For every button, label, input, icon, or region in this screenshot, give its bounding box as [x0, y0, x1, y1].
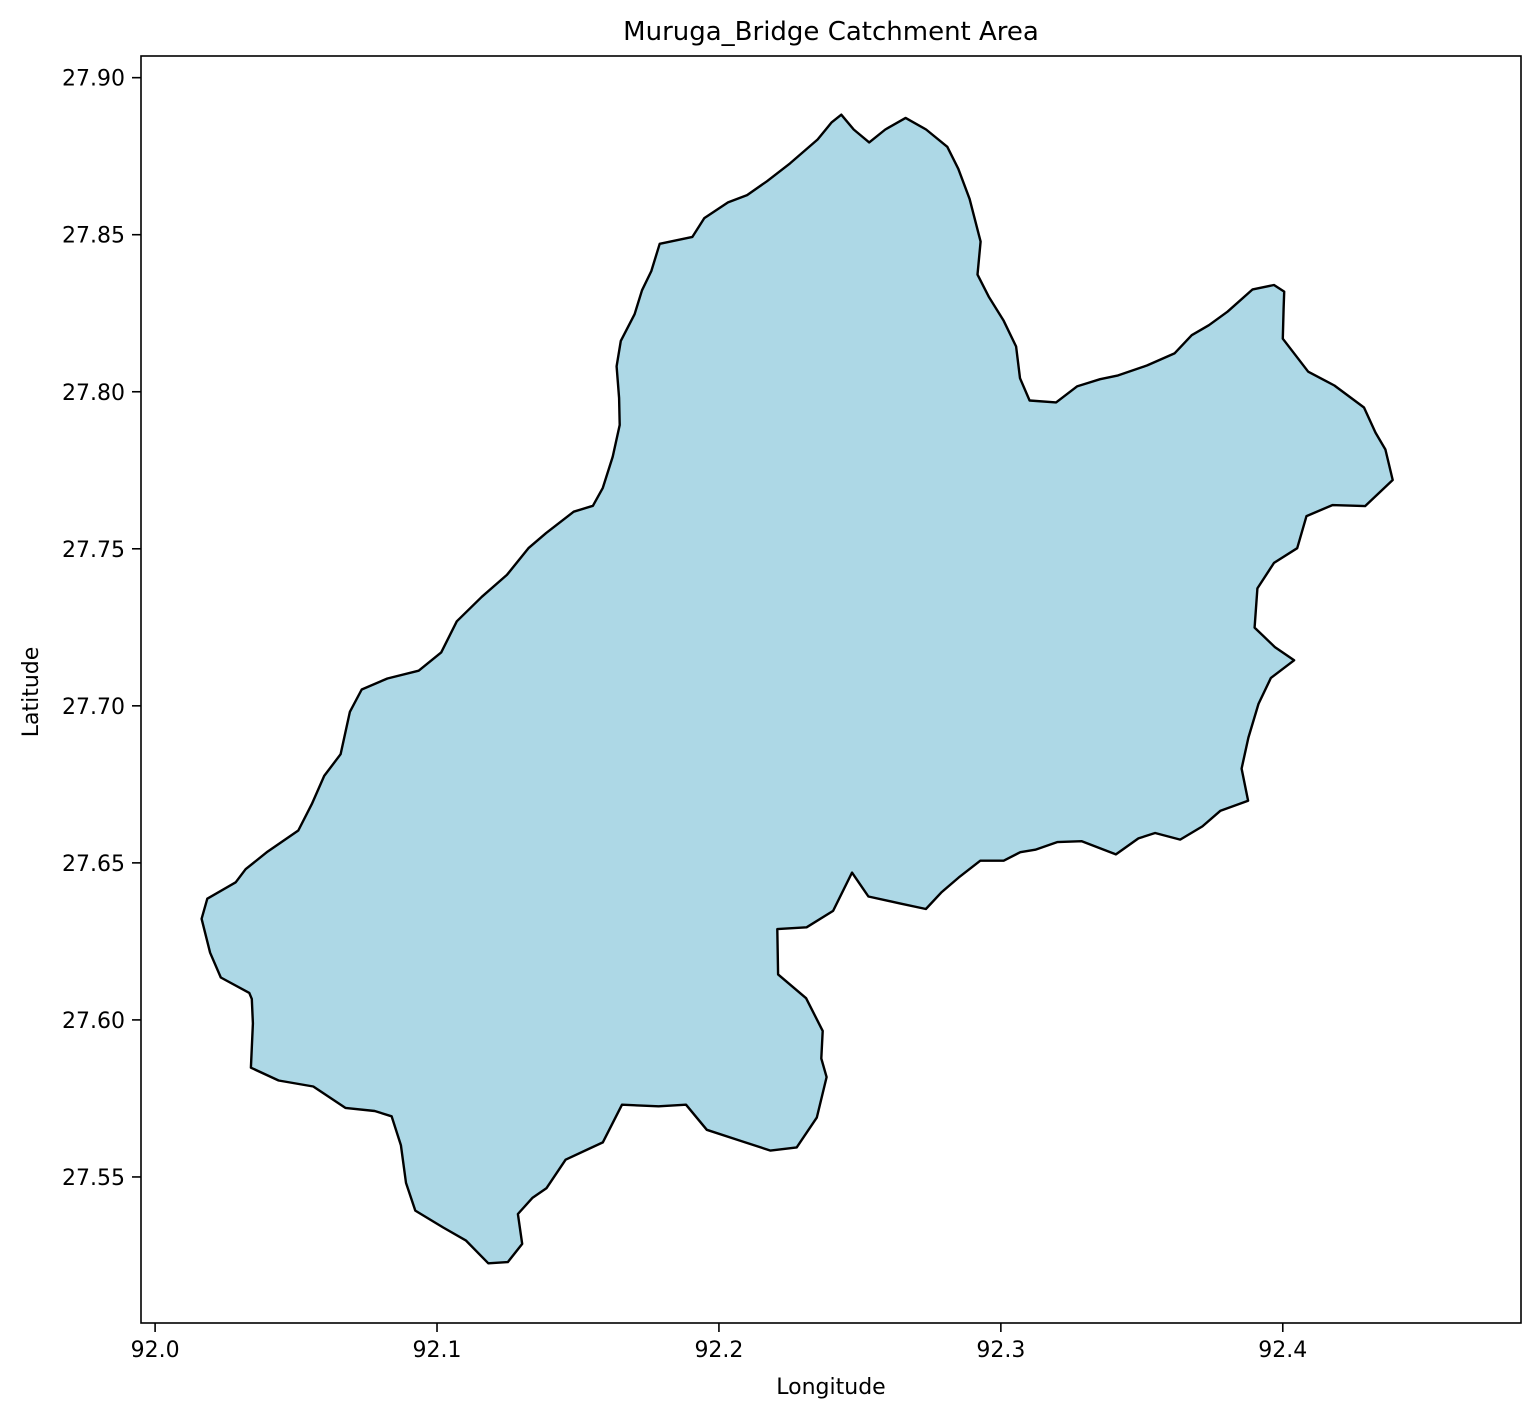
x-tick-label: 92.0 — [131, 1338, 180, 1363]
y-axis-label: Latitude — [19, 647, 44, 738]
y-tick-label: 27.70 — [62, 695, 125, 720]
y-tick-label: 27.55 — [62, 1166, 125, 1191]
y-tick-label: 27.60 — [62, 1009, 125, 1034]
plot-area — [200, 113, 1394, 1265]
x-tick-label: 92.4 — [1258, 1338, 1307, 1363]
y-tick-label: 27.75 — [62, 538, 125, 563]
x-tick-label: 92.1 — [413, 1338, 462, 1363]
catchment-polygon — [200, 113, 1394, 1265]
axes-frame — [140, 55, 1522, 1324]
x-tick-label: 92.3 — [976, 1338, 1025, 1363]
y-tick-label: 27.65 — [62, 852, 125, 877]
y-tick-label: 27.90 — [62, 67, 125, 92]
x-tick-label: 92.2 — [694, 1338, 743, 1363]
x-axis-label: Longitude — [776, 1375, 885, 1400]
x-axis-ticks: 92.0 92.1 92.2 92.3 92.4 — [131, 1323, 1307, 1363]
chart-title: Muruga_Bridge Catchment Area — [623, 17, 1039, 47]
y-tick-label: 27.80 — [62, 381, 125, 406]
y-axis-ticks: 27.55 27.60 27.65 27.70 27.75 27.80 27.85 27.90 — [62, 67, 141, 1191]
y-tick-label: 27.85 — [62, 224, 125, 249]
